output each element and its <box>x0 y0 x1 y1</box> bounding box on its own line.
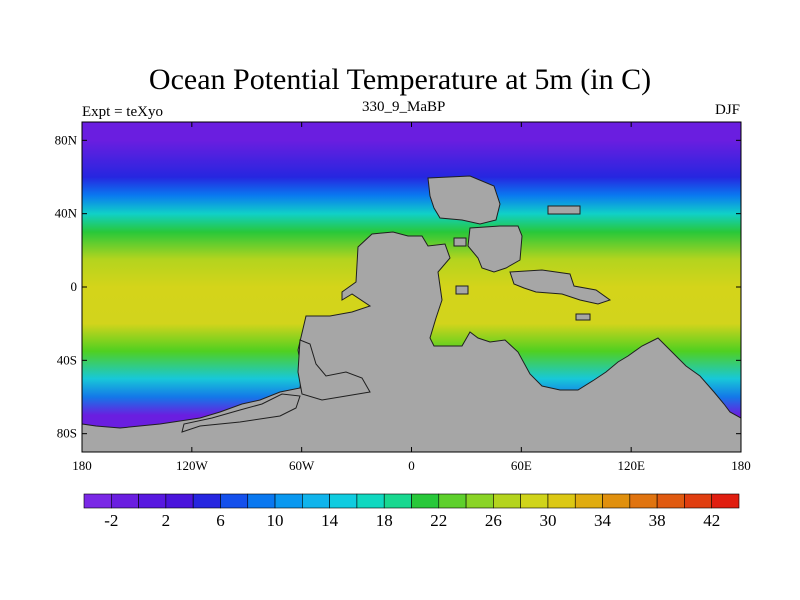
colorbar-box <box>192 493 221 509</box>
colorbar-box <box>83 493 112 509</box>
colorbar-box <box>165 493 194 509</box>
colorbar-box <box>110 493 139 509</box>
land-pangea-main <box>81 231 742 453</box>
colorbar-label: 10 <box>267 511 284 530</box>
land-small-island-3 <box>455 285 469 295</box>
lon-tick-label: 120E <box>617 458 645 473</box>
lon-tick-label: 60E <box>511 458 532 473</box>
land-east-block <box>467 225 523 273</box>
colorbar-box <box>602 493 631 509</box>
colorbar-box <box>302 493 330 509</box>
map-area <box>81 121 742 453</box>
subtitle-label: 330_9_MaBP <box>362 99 446 115</box>
colorbar-box <box>465 493 494 509</box>
lon-tick-label: 180 <box>72 458 92 473</box>
colorbar-label: 6 <box>216 511 225 530</box>
experiment-label: Expt = teXyo <box>82 104 163 120</box>
colorbar-label: 30 <box>539 511 556 530</box>
colorbar-box <box>493 493 521 509</box>
landmasses <box>81 175 742 453</box>
colorbar-label: 2 <box>162 511 171 530</box>
land-small-island-1 <box>547 205 581 215</box>
colorbar-box <box>138 493 167 509</box>
colorbar-box <box>411 493 440 509</box>
chart-title: Ocean Potential Temperature at 5m (in C) <box>148 63 652 96</box>
colorbar-box <box>684 493 713 509</box>
lat-tick-label: 40S <box>57 352 77 367</box>
colorbar-box <box>274 493 303 509</box>
colorbar-label: 18 <box>376 511 393 530</box>
colorbar-label: -2 <box>104 511 118 530</box>
colorbar-label: 14 <box>321 511 339 530</box>
colorbar-label: 26 <box>485 511 502 530</box>
colorbar-box <box>629 493 658 509</box>
lon-tick-label: 120W <box>176 458 209 473</box>
lon-tick-label: 60W <box>289 458 315 473</box>
colorbar-labels: -2 2 6 10 14 18 22 26 30 34 38 42 <box>104 511 720 530</box>
season-label: DJF <box>714 102 740 118</box>
land-west-margin <box>181 393 301 433</box>
colorbar-box <box>247 493 276 509</box>
land-small-island-4 <box>575 313 591 321</box>
colorbar-label: 34 <box>594 511 612 530</box>
colorbar-label: 22 <box>430 511 447 530</box>
colorbar-box <box>656 493 685 509</box>
colorbar-box <box>383 493 412 509</box>
land-north-block <box>427 175 501 225</box>
land-small-island-2 <box>453 237 467 247</box>
axes: 80N 40N 0 40S 80S 180 120W 60W 0 60E 120E 180 <box>55 122 751 473</box>
colorbar-box <box>356 493 385 509</box>
lon-tick-label: 180 <box>731 458 751 473</box>
colorbar-boxes <box>83 493 740 509</box>
colorbar-box <box>329 493 358 509</box>
lat-tick-label: 80S <box>57 426 77 441</box>
colorbar-box <box>711 493 740 509</box>
colorbar-box <box>438 493 467 509</box>
colorbar-label: 38 <box>649 511 666 530</box>
lat-tick-label: 80N <box>55 132 78 147</box>
colorbar-box <box>547 493 576 509</box>
lon-tick-label: 0 <box>408 458 415 473</box>
colorbar-box <box>574 493 603 509</box>
lat-tick-label: 40N <box>55 206 78 221</box>
colorbar-box <box>220 493 249 509</box>
lat-tick-label: 0 <box>71 279 78 294</box>
colorbar-box <box>520 493 549 509</box>
colorbar-label: 42 <box>703 511 720 530</box>
land-east-peninsula <box>509 269 612 305</box>
land-west-cape <box>297 339 371 401</box>
